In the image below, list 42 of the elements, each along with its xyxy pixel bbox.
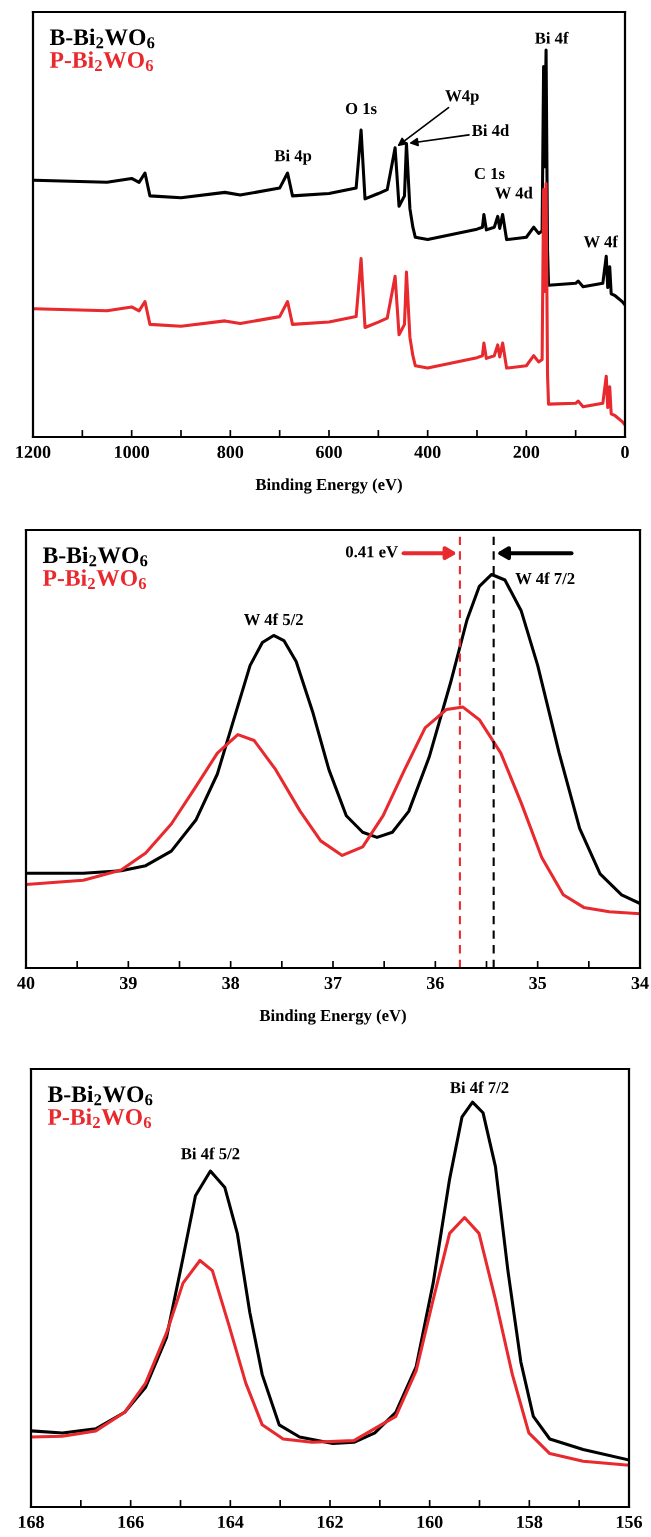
x-tick-label: 800 xyxy=(217,445,244,459)
annotation: Bi 4d xyxy=(472,124,510,137)
x-tick-label: 36 xyxy=(426,976,444,990)
x-tick-label: 158 xyxy=(517,1515,543,1529)
x-tick-label: 168 xyxy=(18,1515,44,1529)
x-tick-label: 400 xyxy=(414,445,441,459)
x-tick-label: 162 xyxy=(317,1515,343,1529)
annotation: Bi 4p xyxy=(274,149,312,165)
x-axis-title: Binding Energy (eV) xyxy=(259,1009,406,1025)
x-tick-label: 0 xyxy=(621,445,629,459)
text: B-Bi$_{2}$WO$_{6}$ xyxy=(47,1085,153,1106)
annotation: W 4d xyxy=(494,186,533,199)
text: B-Bi$_{2}$WO$_{6}$ xyxy=(49,28,155,49)
annotation: Bi 4f xyxy=(535,31,569,44)
x-tick-label: 166 xyxy=(118,1515,144,1529)
x-tick-label: 40 xyxy=(17,976,35,990)
x-tick-label: 160 xyxy=(417,1515,443,1529)
annotation: Bi 4f 5/2 xyxy=(181,1147,240,1160)
x-tick-label: 200 xyxy=(513,445,540,459)
x-tick-label: 1200 xyxy=(16,445,51,459)
x-tick-label: 600 xyxy=(316,445,342,459)
x-tick-label: 37 xyxy=(324,976,342,990)
x-tick-label: 1000 xyxy=(115,445,150,459)
text: P-Bi$_{2}$WO$_{6}$ xyxy=(42,569,147,590)
annotation: W4p xyxy=(445,90,479,105)
text: 0.41 eV xyxy=(345,546,398,558)
x-tick-label: 35 xyxy=(529,976,547,990)
x-tick-label: 38 xyxy=(222,976,240,990)
x-tick-label: 34 xyxy=(631,976,649,990)
x-axis-title: Binding Energy (eV) xyxy=(255,478,402,494)
text: P-Bi$_{2}$WO$_{6}$ xyxy=(49,51,154,72)
annotation: O 1s xyxy=(345,102,377,115)
text: B-Bi$_{2}$WO$_{6}$ xyxy=(42,546,148,567)
x-tick-label: 156 xyxy=(616,1515,643,1529)
x-tick-label: 164 xyxy=(218,1515,244,1529)
annotation: W 4f xyxy=(583,235,619,248)
annotation: C 1s xyxy=(474,167,505,180)
annotation: W 4f 5/2 xyxy=(243,613,303,626)
x-tick-label: 39 xyxy=(119,976,137,990)
annotation: W 4f 7/2 xyxy=(515,572,575,585)
text: P-Bi$_{2}$WO$_{6}$ xyxy=(47,1108,152,1129)
annotation: Bi 4f 7/2 xyxy=(450,1081,509,1094)
